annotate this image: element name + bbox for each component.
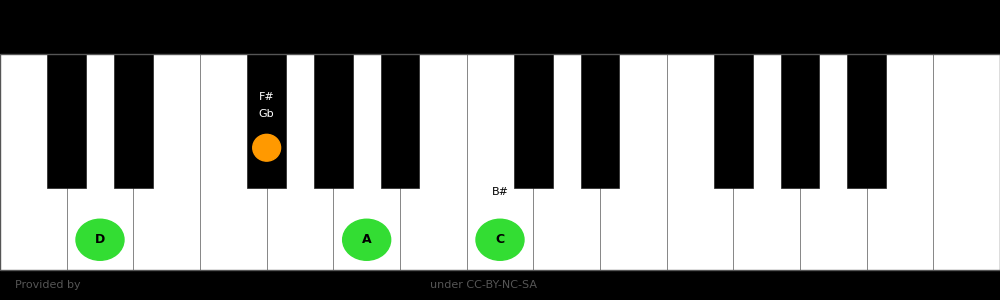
Ellipse shape xyxy=(343,219,391,260)
Bar xyxy=(314,54,353,188)
Text: B#: B# xyxy=(491,187,508,197)
Bar xyxy=(200,54,267,270)
Bar xyxy=(533,54,600,270)
Ellipse shape xyxy=(476,219,524,260)
Bar xyxy=(800,54,867,270)
Bar xyxy=(114,54,153,188)
Bar xyxy=(514,54,553,188)
Ellipse shape xyxy=(253,134,281,161)
Text: A: A xyxy=(362,233,371,246)
Bar xyxy=(0,0,1000,54)
Bar xyxy=(381,54,419,188)
Bar xyxy=(0,270,1000,300)
Bar xyxy=(67,54,133,270)
Ellipse shape xyxy=(76,219,124,260)
Bar xyxy=(467,54,533,270)
Bar xyxy=(733,54,800,270)
Bar xyxy=(581,54,619,188)
Bar xyxy=(47,54,86,188)
Text: C: C xyxy=(495,233,505,246)
Bar xyxy=(333,54,400,270)
Bar xyxy=(847,54,886,188)
Bar xyxy=(781,54,819,188)
Bar xyxy=(0,54,67,270)
Bar xyxy=(133,54,200,270)
Text: under CC-BY-NC-SA: under CC-BY-NC-SA xyxy=(430,280,537,290)
Text: Gb: Gb xyxy=(259,109,274,119)
Bar xyxy=(714,54,753,188)
Bar xyxy=(600,54,667,270)
Bar xyxy=(247,54,286,188)
Text: Provided by: Provided by xyxy=(15,280,81,290)
Bar xyxy=(400,54,467,270)
Bar xyxy=(867,54,933,270)
Bar xyxy=(933,54,1000,270)
Bar xyxy=(267,54,333,270)
Text: F#: F# xyxy=(259,92,275,102)
Bar xyxy=(0,54,1000,270)
Text: D: D xyxy=(95,233,105,246)
Bar xyxy=(667,54,733,270)
